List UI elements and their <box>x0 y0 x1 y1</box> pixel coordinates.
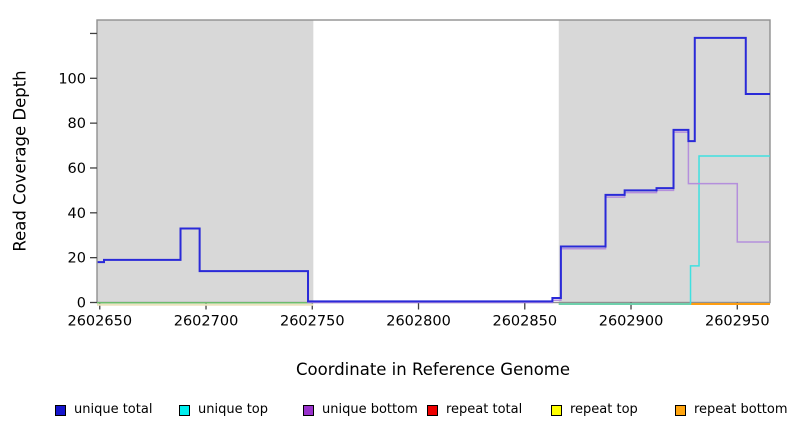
legend-label: repeat total <box>446 402 523 417</box>
legend-swatch-unique-bottom <box>303 404 314 416</box>
legend-swatch-repeat-total <box>427 404 438 416</box>
repeat-region-band <box>558 20 770 303</box>
legend-label: repeat bottom <box>694 402 788 417</box>
x-axis-title: Coordinate in Reference Genome <box>295 360 571 379</box>
x-tick-label: 2602650 <box>67 314 132 330</box>
legend-item-repeat-top: repeat top <box>551 401 638 419</box>
y-axis-title: Read Coverage Depth <box>10 70 30 252</box>
legend-item-unique-top: unique top <box>179 401 268 419</box>
y-tick-label: 0 <box>77 296 86 312</box>
y-tick-label: 100 <box>58 71 86 87</box>
legend-label: unique bottom <box>322 402 418 417</box>
series-line-unique-top <box>558 155 770 305</box>
x-tick-label: 2602950 <box>705 314 770 330</box>
x-tick-label: 2602850 <box>492 314 557 330</box>
legend-item-unique-bottom: unique bottom <box>303 401 418 419</box>
legend-swatch-unique-top <box>179 404 190 416</box>
legend-label: unique total <box>74 402 153 417</box>
legend-swatch-repeat-top <box>551 404 562 416</box>
y-tick-label: 60 <box>68 161 86 177</box>
legend-item-repeat-total: repeat total <box>427 401 522 419</box>
y-tick-label: 20 <box>68 251 86 267</box>
legend-item-unique-total: unique total <box>55 401 152 419</box>
legend-label: repeat top <box>570 402 638 417</box>
legend-label: unique top <box>198 402 269 417</box>
x-tick-label: 2602700 <box>174 314 239 330</box>
repeat-region-band <box>97 20 314 303</box>
legend-item-repeat-bottom: repeat bottom <box>675 401 788 419</box>
legend-swatch-unique-total <box>55 404 66 416</box>
y-tick-label: 40 <box>68 206 86 222</box>
x-tick-label: 2602900 <box>599 314 664 330</box>
y-tick-label: 80 <box>68 116 86 132</box>
legend: unique total unique top unique bottom repea… <box>0 401 792 423</box>
series-line-unique-total <box>97 36 770 303</box>
x-tick-label: 2602750 <box>280 314 345 330</box>
legend-swatch-repeat-bottom <box>675 404 686 416</box>
x-tick-label: 2602800 <box>386 314 451 330</box>
